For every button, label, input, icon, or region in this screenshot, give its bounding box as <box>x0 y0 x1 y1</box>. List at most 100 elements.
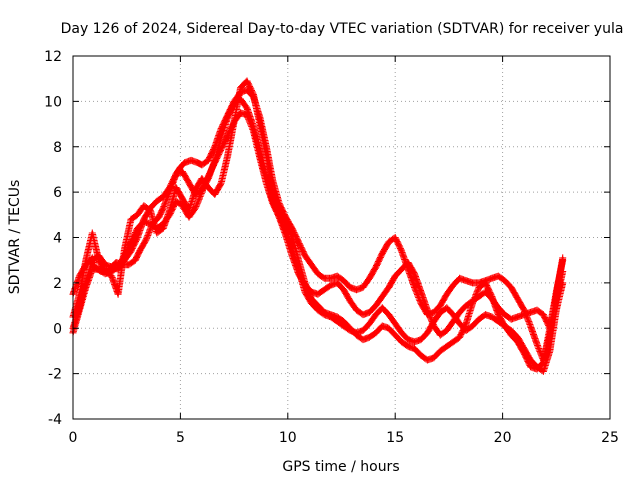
data-point <box>529 324 532 328</box>
data-point <box>503 324 506 328</box>
data-point <box>252 129 255 133</box>
data-point <box>194 188 197 192</box>
data-point <box>400 249 403 253</box>
data-point <box>142 204 146 207</box>
data-point <box>452 283 455 287</box>
x-tick-label: 10 <box>279 430 297 446</box>
data-point <box>484 281 487 285</box>
data-point <box>413 340 416 344</box>
data-point <box>400 340 403 344</box>
data-point <box>381 252 384 255</box>
data-point <box>155 231 158 235</box>
data-point <box>477 286 481 289</box>
data-point <box>189 159 193 162</box>
data-point <box>458 311 461 314</box>
data-point <box>529 365 532 368</box>
data-point <box>104 270 107 273</box>
data-point <box>183 161 186 164</box>
data-point <box>426 358 429 362</box>
data-point <box>207 159 210 162</box>
data-point <box>168 186 171 189</box>
data-point <box>413 347 416 350</box>
data-point <box>323 288 326 291</box>
data-point <box>419 290 423 294</box>
data-point <box>516 315 519 319</box>
data-point <box>200 163 204 167</box>
data-point <box>213 161 216 164</box>
data-point <box>548 327 552 330</box>
data-point <box>374 331 378 334</box>
data-point <box>162 206 165 210</box>
data-point <box>355 308 358 312</box>
data-point <box>394 322 397 325</box>
data-point <box>91 259 94 262</box>
data-point <box>452 313 455 316</box>
data-point <box>149 222 152 226</box>
data-point <box>84 286 88 289</box>
data-point <box>445 345 448 348</box>
data-point <box>129 240 133 244</box>
data-point <box>458 336 461 339</box>
data-point <box>361 338 365 341</box>
data-point <box>522 313 526 316</box>
grid-lines <box>73 56 610 419</box>
data-point <box>342 320 345 323</box>
data-point <box>155 200 158 203</box>
data-point <box>439 304 442 307</box>
data-point <box>142 220 146 223</box>
data-point <box>336 274 339 278</box>
data-point <box>226 116 229 119</box>
data-point <box>555 290 558 294</box>
data-point <box>329 313 332 316</box>
data-point <box>245 79 249 83</box>
x-axis-label: GPS time / hours <box>282 459 399 475</box>
data-point <box>116 293 120 296</box>
data-point <box>316 304 320 307</box>
data-point <box>127 263 130 266</box>
y-tick-label: 8 <box>53 140 62 156</box>
data-point <box>78 308 81 312</box>
data-point <box>303 254 307 257</box>
data-point <box>134 259 137 262</box>
data-point <box>490 277 494 280</box>
data-point <box>207 186 210 189</box>
data-point <box>187 209 191 212</box>
data-point <box>138 249 141 253</box>
x-tick-label: 5 <box>176 430 185 446</box>
y-axis-label: SDTVAR / TECUs <box>7 180 23 295</box>
data-point <box>542 361 545 364</box>
chart-title: Day 126 of 2024, Sidereal Day-to-day VTE… <box>61 21 624 37</box>
data-point <box>329 277 332 280</box>
data-point <box>542 370 545 373</box>
data-point <box>484 313 487 316</box>
data-point <box>323 277 326 280</box>
data-point <box>406 261 410 264</box>
data-point <box>400 268 403 271</box>
data-point <box>477 281 481 285</box>
y-tick-label: 10 <box>44 94 62 110</box>
data-point <box>522 352 526 355</box>
data-point <box>516 340 519 344</box>
y-tick-label: -4 <box>48 412 62 428</box>
data-point <box>278 206 281 210</box>
data-point <box>432 356 436 359</box>
data-point <box>464 304 468 307</box>
data-point <box>213 145 216 148</box>
data-point <box>361 329 365 332</box>
data-point <box>361 313 365 316</box>
data-point <box>265 181 268 185</box>
data-point <box>439 349 442 353</box>
data-point <box>381 306 384 309</box>
data-point <box>97 259 101 262</box>
data-point <box>316 272 320 275</box>
data-point <box>220 136 223 139</box>
data-point <box>419 354 423 357</box>
data-point <box>271 188 274 192</box>
data-point <box>181 197 184 201</box>
data-point <box>426 308 429 312</box>
data-point <box>174 172 178 176</box>
data-point <box>490 295 494 298</box>
data-point <box>368 322 371 325</box>
data-point <box>503 279 506 282</box>
